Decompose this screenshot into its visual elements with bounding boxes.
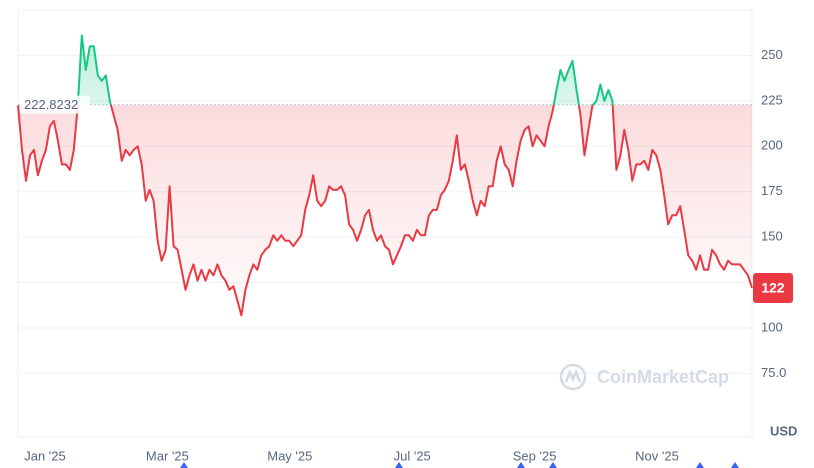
marks: 222.8232 122 (17, 34, 793, 317)
y-tick-label: 225 (761, 92, 783, 107)
watermark: CoinMarketCap (597, 367, 729, 387)
watermark-logo (559, 363, 587, 391)
grid (18, 54, 752, 374)
y-tick-label: 250 (761, 47, 783, 62)
baseline-label: 222.8232 (24, 97, 78, 112)
last-price-bg (753, 273, 793, 304)
x-tick-label: Sep '25 (513, 448, 557, 463)
baseline-label-bg (20, 95, 90, 114)
watermark-group: CoinMarketCap (559, 363, 729, 391)
y-tick-label: 75.0 (761, 365, 786, 380)
x-tick-label: Jul '25 (394, 448, 431, 463)
watermark-logo-mark (564, 368, 582, 383)
y-tick-label: 175 (761, 183, 783, 198)
y-tick-label: 200 (761, 138, 783, 153)
area-fill (18, 35, 752, 316)
y-tick-label: 150 (761, 229, 783, 244)
x-tick-label: Jan '25 (24, 448, 66, 463)
price-line (17, 34, 753, 317)
x-tick-label: Nov '25 (635, 448, 679, 463)
x-tick-label: Mar '25 (146, 448, 189, 463)
last-price-label: 122 (761, 280, 785, 296)
currency-label: USD (770, 423, 797, 438)
x-tick-label: May '25 (267, 448, 312, 463)
y-tick-label: 100 (761, 319, 783, 334)
